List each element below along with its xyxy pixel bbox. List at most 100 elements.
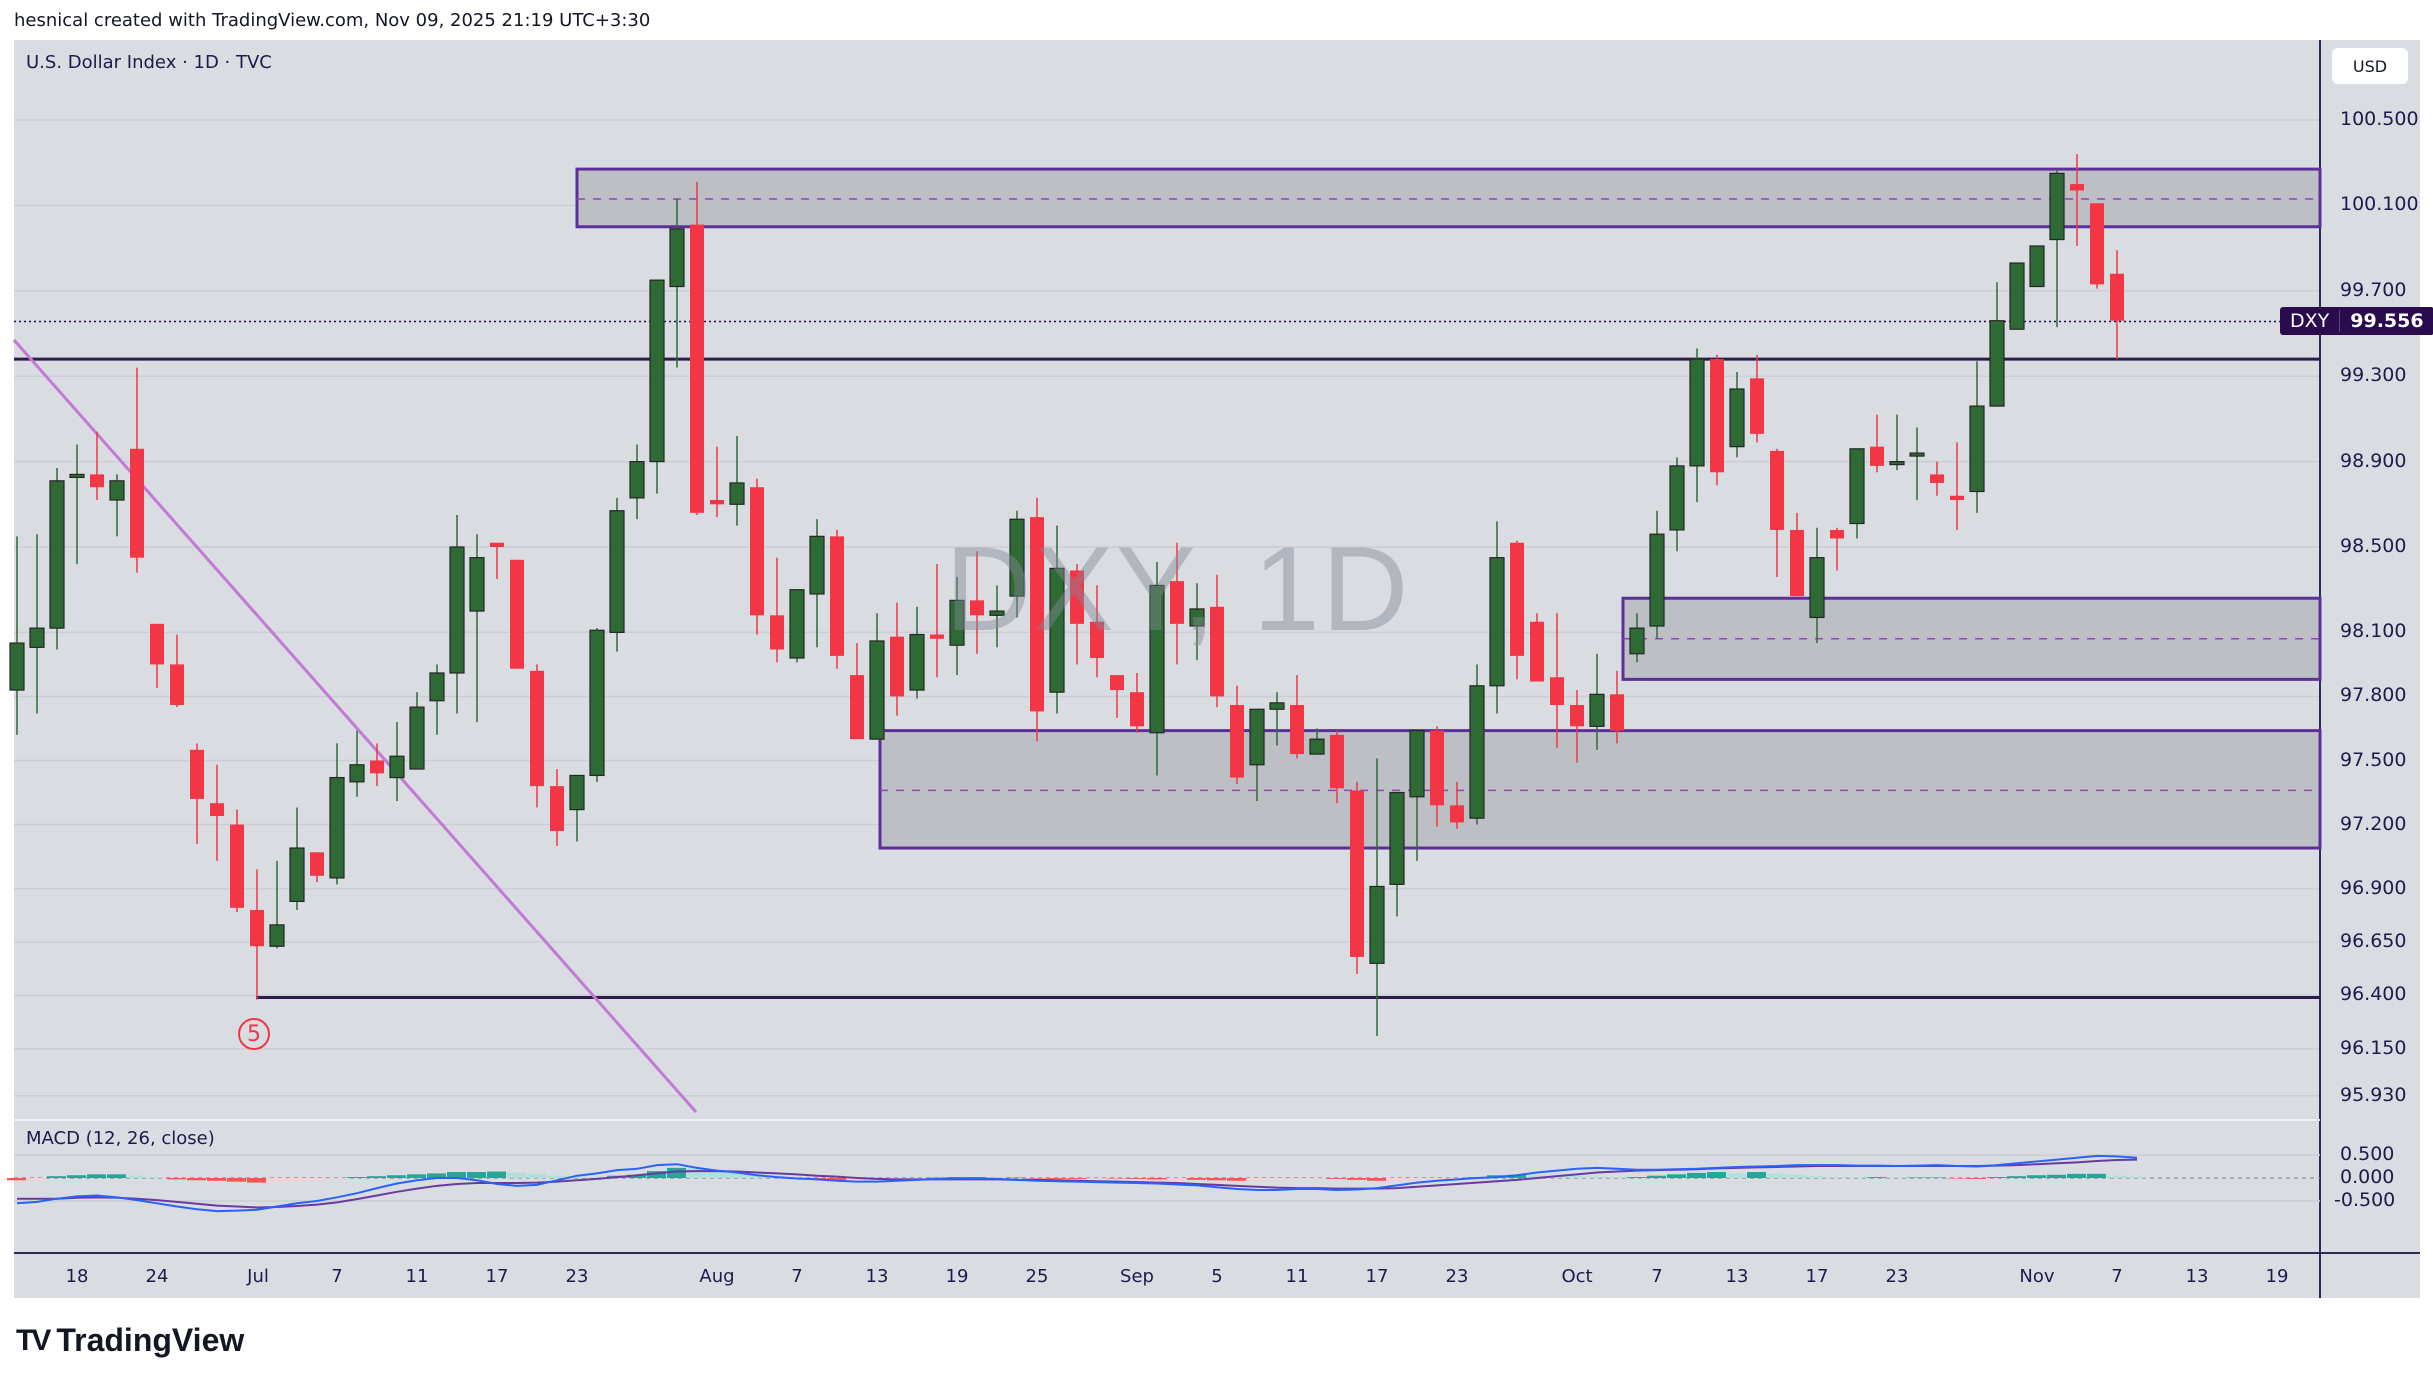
- candle[interactable]: [329, 776, 345, 879]
- candle[interactable]: [1170, 581, 1184, 624]
- candle[interactable]: [9, 642, 25, 691]
- candle[interactable]: [2110, 273, 2124, 321]
- candle[interactable]: [569, 774, 585, 811]
- candle[interactable]: [770, 615, 784, 650]
- candle[interactable]: [1689, 358, 1705, 467]
- candle[interactable]: [1469, 685, 1485, 819]
- candle[interactable]: [530, 670, 544, 787]
- symbol-title[interactable]: U.S. Dollar Index · 1D · TVC: [26, 52, 272, 73]
- candle[interactable]: [1790, 529, 1804, 597]
- candle[interactable]: [710, 500, 724, 505]
- candle[interactable]: [1409, 730, 1425, 798]
- lower-demand-zone[interactable]: [878, 729, 2322, 850]
- candle[interactable]: [1350, 790, 1364, 957]
- candle[interactable]: [890, 636, 904, 697]
- candle[interactable]: [1710, 359, 1724, 473]
- candle[interactable]: [1389, 791, 1405, 885]
- candle[interactable]: [789, 589, 805, 659]
- candle[interactable]: [170, 664, 184, 705]
- candle[interactable]: [2070, 184, 2084, 191]
- candle[interactable]: [429, 672, 445, 702]
- candle[interactable]: [1110, 675, 1124, 691]
- candle[interactable]: [1430, 730, 1444, 806]
- candle[interactable]: [1290, 704, 1304, 755]
- candle[interactable]: [1269, 702, 1285, 710]
- candle[interactable]: [1230, 704, 1244, 778]
- candle[interactable]: [1070, 570, 1084, 624]
- candle[interactable]: [589, 629, 605, 777]
- candle[interactable]: [1309, 738, 1325, 755]
- candle[interactable]: [1049, 567, 1065, 693]
- candle[interactable]: [1629, 627, 1645, 655]
- candle[interactable]: [1729, 388, 1745, 448]
- candle[interactable]: [909, 633, 925, 691]
- candle[interactable]: [1530, 621, 1544, 682]
- candle[interactable]: [1950, 495, 1964, 501]
- candle[interactable]: [1909, 452, 1925, 457]
- candle[interactable]: [1090, 621, 1104, 659]
- candle[interactable]: [269, 924, 285, 947]
- candle[interactable]: [389, 755, 405, 779]
- candle[interactable]: [210, 803, 224, 817]
- candle[interactable]: [490, 542, 504, 547]
- candle[interactable]: [1669, 465, 1685, 531]
- candle[interactable]: [1750, 378, 1764, 434]
- candle[interactable]: [2090, 203, 2104, 285]
- currency-button[interactable]: USD: [2332, 48, 2408, 84]
- candle[interactable]: [550, 786, 564, 831]
- candle[interactable]: [1570, 704, 1584, 727]
- candle[interactable]: [649, 279, 665, 463]
- candle[interactable]: [729, 482, 745, 505]
- candle[interactable]: [809, 535, 825, 595]
- candle[interactable]: [669, 228, 685, 288]
- macd-indicator-title[interactable]: MACD (12, 26, close): [26, 1128, 215, 1149]
- candle[interactable]: [1489, 557, 1505, 687]
- candle[interactable]: [1369, 885, 1385, 964]
- candle[interactable]: [2029, 245, 2045, 288]
- candle[interactable]: [1330, 734, 1344, 789]
- downtrend-line[interactable]: [12, 339, 698, 1113]
- candle[interactable]: [1149, 584, 1165, 734]
- candle[interactable]: [250, 909, 264, 947]
- candle[interactable]: [1189, 608, 1205, 627]
- candle[interactable]: [310, 852, 324, 876]
- candle[interactable]: [370, 760, 384, 774]
- candle[interactable]: [1210, 606, 1224, 697]
- candle[interactable]: [230, 824, 244, 908]
- candle[interactable]: [629, 461, 645, 499]
- candle[interactable]: [90, 474, 104, 488]
- candle[interactable]: [1830, 529, 1844, 539]
- candle[interactable]: [510, 559, 524, 669]
- candle[interactable]: [1930, 474, 1944, 483]
- candle[interactable]: [750, 487, 764, 616]
- candle[interactable]: [1130, 692, 1144, 727]
- candle[interactable]: [690, 224, 704, 513]
- candle[interactable]: [469, 557, 485, 612]
- candle[interactable]: [970, 600, 984, 616]
- candle[interactable]: [150, 623, 164, 665]
- candle[interactable]: [1450, 805, 1464, 823]
- candle[interactable]: [949, 599, 965, 646]
- candle[interactable]: [1969, 405, 1985, 493]
- upper-supply-zone[interactable]: [575, 167, 2322, 229]
- candle[interactable]: [1649, 533, 1665, 627]
- candle[interactable]: [1510, 542, 1524, 656]
- candle[interactable]: [1550, 677, 1564, 705]
- candle[interactable]: [1249, 708, 1265, 766]
- candle[interactable]: [830, 536, 844, 656]
- candle[interactable]: [109, 480, 125, 501]
- candle[interactable]: [1849, 448, 1865, 525]
- candle[interactable]: [850, 675, 864, 740]
- candle[interactable]: [989, 610, 1005, 616]
- candle[interactable]: [130, 448, 144, 558]
- candle[interactable]: [1809, 557, 1825, 619]
- candle[interactable]: [869, 640, 885, 740]
- candle[interactable]: [29, 627, 45, 648]
- candle[interactable]: [449, 546, 465, 674]
- candle[interactable]: [49, 480, 65, 629]
- candle[interactable]: [1989, 320, 2005, 407]
- candle[interactable]: [1610, 694, 1624, 731]
- candle[interactable]: [409, 706, 425, 770]
- candle[interactable]: [1870, 446, 1884, 466]
